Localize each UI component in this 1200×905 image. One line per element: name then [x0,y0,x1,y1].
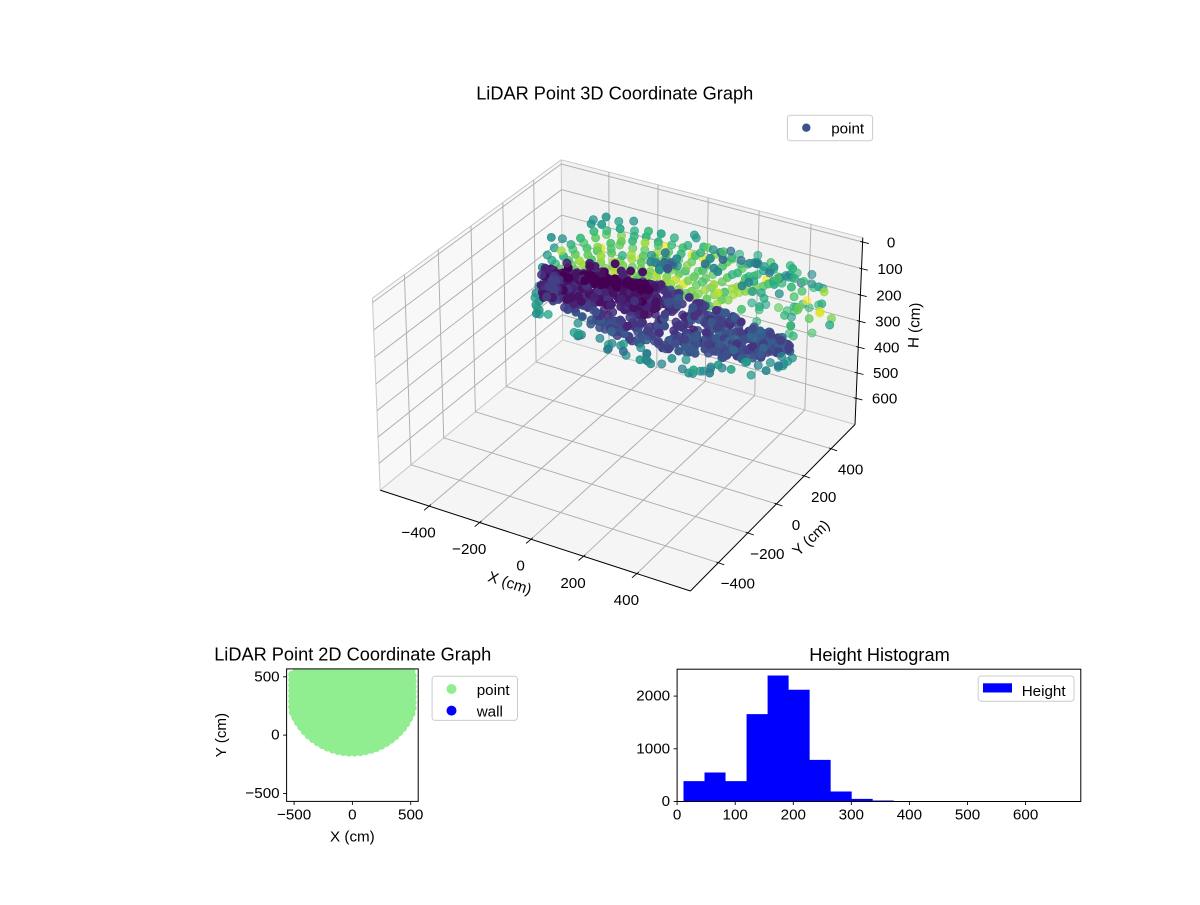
svg-text:0: 0 [271,727,279,744]
svg-text:500: 500 [873,365,898,382]
svg-text:500: 500 [254,668,279,685]
svg-text:LiDAR Point 2D Coordinate Grap: LiDAR Point 2D Coordinate Graph [214,645,491,665]
svg-text:1000: 1000 [636,740,670,757]
svg-text:wall: wall [476,704,503,721]
svg-text:0: 0 [348,807,356,824]
svg-text:0: 0 [516,558,524,575]
svg-text:500: 500 [955,807,980,824]
svg-text:−200: −200 [452,541,486,558]
svg-text:400: 400 [874,339,899,356]
svg-text:−500: −500 [245,785,279,802]
svg-text:Y (cm): Y (cm) [213,713,230,757]
svg-text:200: 200 [781,807,806,824]
svg-text:400: 400 [897,807,922,824]
svg-text:−400: −400 [401,525,435,542]
svg-text:400: 400 [614,592,639,609]
svg-text:H (cm): H (cm) [905,302,924,348]
svg-text:Height Histogram: Height Histogram [809,645,950,665]
svg-text:2000: 2000 [636,688,670,705]
svg-text:LiDAR Point 3D Coordinate Grap: LiDAR Point 3D Coordinate Graph [476,84,753,104]
svg-text:0: 0 [662,793,670,810]
svg-text:200: 200 [876,287,901,304]
svg-text:200: 200 [560,575,585,592]
svg-text:−500: −500 [277,807,311,824]
svg-text:Height: Height [1022,683,1067,700]
svg-text:300: 300 [875,314,900,331]
svg-text:−400: −400 [721,576,755,593]
svg-text:500: 500 [398,807,423,824]
svg-text:200: 200 [811,489,836,506]
svg-text:400: 400 [838,462,863,479]
svg-text:0: 0 [887,234,895,251]
svg-text:0: 0 [673,807,681,824]
svg-text:X (cm): X (cm) [330,829,375,846]
svg-text:−200: −200 [750,546,784,563]
svg-text:point: point [831,121,865,138]
svg-text:100: 100 [723,807,748,824]
svg-text:100: 100 [877,261,902,278]
svg-text:point: point [477,682,511,699]
svg-text:300: 300 [839,807,864,824]
svg-text:0: 0 [792,517,800,534]
svg-text:600: 600 [872,391,897,408]
svg-text:600: 600 [1013,807,1038,824]
